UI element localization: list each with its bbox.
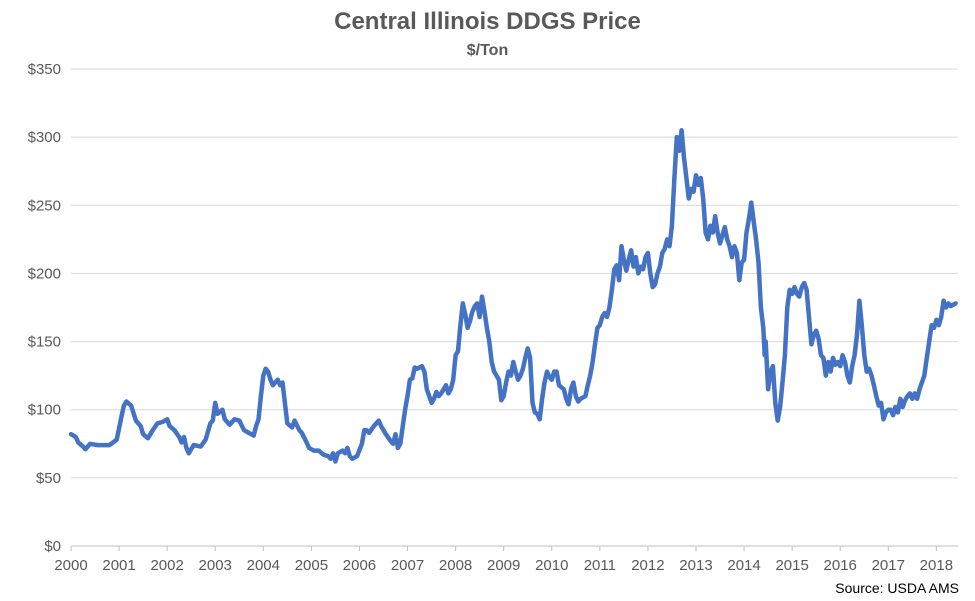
y-tick-label: $250 — [28, 197, 61, 214]
x-tick-label: 2005 — [295, 557, 328, 574]
x-tick-label: 2017 — [872, 557, 905, 574]
series-line — [68, 128, 958, 464]
chart-subtitle: $/Ton — [466, 42, 509, 59]
x-tick-label: 2000 — [54, 557, 87, 574]
x-tick-label: 2009 — [487, 557, 520, 574]
x-tick-label: 2011 — [584, 557, 616, 574]
x-tick-label: 2006 — [343, 557, 376, 574]
x-tick-label: 2008 — [439, 557, 472, 574]
x-tick-label: 2015 — [775, 557, 808, 574]
x-axis: 2000 2001 2002 2003 2004 2005 2006 2007 2008 2009… — [54, 546, 953, 574]
chart-title: Central Illinois DDGS Price — [334, 8, 641, 35]
y-tick-label: $0 — [44, 538, 61, 555]
x-tick-label: 2013 — [679, 557, 712, 574]
x-tick-label: 2010 — [535, 557, 568, 574]
x-tick-label: 2003 — [199, 557, 232, 574]
y-tick-label: $350 — [28, 61, 61, 78]
y-tick-label: $300 — [28, 129, 61, 146]
x-tick-label: 2007 — [391, 557, 424, 574]
x-tick-label: 2002 — [150, 557, 183, 574]
x-tick-label: 2014 — [727, 557, 760, 574]
series-layer — [68, 128, 958, 464]
y-axis-ticks: $0 $50 $100 $150 $200 $250 $300 $350 — [28, 61, 61, 555]
x-tick-label: 2001 — [102, 557, 135, 574]
x-tick-label: 2012 — [631, 557, 664, 574]
x-tick-label: 2018 — [920, 557, 953, 574]
y-tick-label: $200 — [28, 265, 61, 282]
x-tick-label: 2016 — [824, 557, 857, 574]
x-tick-label: 2004 — [247, 557, 280, 574]
gridlines — [71, 68, 958, 547]
source-note: Source: USDA AMS — [835, 580, 959, 596]
y-tick-label: $150 — [28, 334, 61, 351]
y-tick-label: $50 — [36, 470, 61, 487]
y-tick-label: $100 — [28, 402, 61, 419]
